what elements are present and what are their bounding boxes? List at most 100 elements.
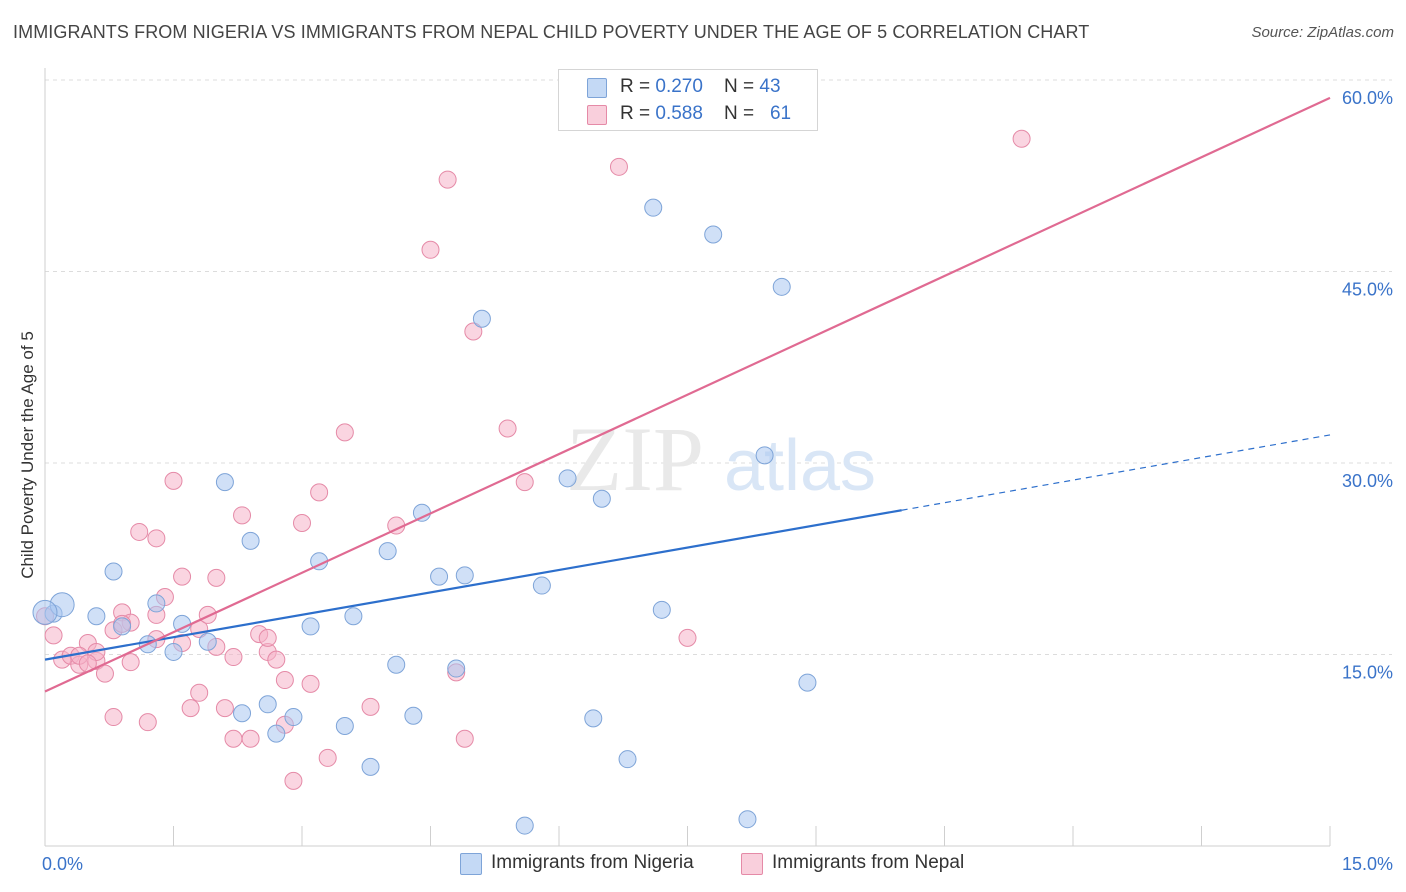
trend-line-nepal: [44, 96, 1331, 693]
data-point: [532, 576, 551, 595]
source-label: Source: ZipAtlas.com: [1251, 24, 1394, 41]
trend-extension-nigeria: [901, 434, 1331, 511]
data-point: [301, 674, 320, 693]
legend-n-label: N =: [724, 76, 760, 97]
y-tick-label: 30.0%: [1342, 471, 1393, 491]
data-point: [644, 198, 663, 217]
data-point: [241, 729, 260, 748]
data-point: [421, 240, 440, 259]
watermark: ZIP atlas: [566, 408, 876, 510]
legend-swatch-nepal: [587, 105, 607, 125]
y-tick-label: 45.0%: [1342, 280, 1393, 300]
data-point: [130, 522, 149, 541]
data-point: [275, 671, 294, 690]
data-point: [241, 531, 260, 550]
data-point: [361, 757, 380, 776]
data-point: [32, 599, 58, 625]
data-point: [215, 699, 234, 718]
data-point: [95, 664, 114, 683]
data-point: [772, 277, 791, 296]
data-point: [592, 489, 611, 508]
data-point: [310, 483, 329, 502]
data-point: [181, 699, 200, 718]
data-point: [318, 748, 337, 767]
data-point: [224, 729, 243, 748]
data-point: [447, 659, 466, 678]
stats-legend: R = 0.270 N = 43 R = 0.588 N = 61: [558, 69, 818, 131]
data-point: [215, 473, 234, 492]
data-point: [515, 473, 534, 492]
data-point: [284, 771, 303, 790]
y-tick-label: 60.0%: [1342, 88, 1393, 108]
data-points: [32, 129, 1031, 835]
legend-r-value: 0.588: [655, 103, 703, 124]
data-point: [284, 708, 303, 727]
data-point: [121, 653, 140, 672]
data-point: [164, 642, 183, 661]
legend-n-value: 61: [769, 103, 792, 124]
data-point: [198, 605, 217, 624]
series-nepal: [36, 129, 1031, 790]
data-point: [344, 607, 363, 626]
data-point: [267, 724, 286, 743]
data-point: [704, 225, 723, 244]
data-point: [233, 506, 252, 525]
data-point: [267, 650, 286, 669]
data-point: [618, 750, 637, 769]
data-point: [455, 729, 474, 748]
data-point: [164, 471, 183, 490]
data-point: [147, 529, 166, 548]
data-point: [387, 655, 406, 674]
axes: [44, 68, 1331, 847]
data-point: [472, 309, 491, 328]
data-point: [438, 170, 457, 189]
data-point: [558, 469, 577, 488]
y-tick-label: 15.0%: [1342, 663, 1393, 683]
data-point: [455, 566, 474, 585]
x-tick-label: 0.0%: [42, 854, 83, 874]
trend-lines: [44, 96, 1331, 693]
data-point: [515, 816, 534, 835]
data-point: [173, 567, 192, 586]
data-point: [798, 673, 817, 692]
tick-labels: 15.0% 30.0% 45.0% 60.0% 0.0% 15.0%: [42, 88, 1393, 874]
data-point: [498, 419, 517, 438]
data-point: [258, 695, 277, 714]
series-swatch-nigeria: [460, 853, 482, 875]
grid-lines: [45, 79, 1392, 655]
data-point: [430, 567, 449, 586]
trend-line-nigeria: [44, 509, 902, 661]
data-point: [233, 704, 252, 723]
legend-n-label: N =: [724, 103, 760, 124]
data-point: [755, 446, 774, 465]
legend-swatch-nigeria: [587, 78, 607, 98]
data-point: [584, 709, 603, 728]
data-point: [1012, 129, 1031, 148]
data-point: [301, 617, 320, 636]
series-nigeria: [32, 198, 817, 835]
data-point: [224, 648, 243, 667]
series-label-nigeria: Immigrants from Nigeria: [491, 852, 694, 873]
data-point: [361, 697, 380, 716]
data-point: [293, 514, 311, 533]
data-point: [198, 632, 217, 651]
data-point: [678, 628, 697, 647]
data-point: [207, 568, 226, 587]
data-point: [87, 607, 106, 626]
data-point: [464, 322, 483, 341]
legend-r-value: 0.270: [655, 76, 703, 97]
data-point: [378, 542, 397, 561]
data-point: [113, 617, 132, 636]
legend-r-label: R =: [620, 76, 656, 97]
x-tick-label: 15.0%: [1342, 854, 1393, 874]
data-point: [609, 157, 628, 176]
data-point: [190, 683, 209, 702]
data-point: [104, 708, 123, 727]
data-point: [138, 713, 157, 732]
legend-n-value: 43: [759, 76, 781, 97]
data-point: [412, 503, 431, 522]
data-point: [335, 423, 354, 442]
series-label-nepal: Immigrants from Nepal: [772, 852, 965, 873]
data-point: [335, 716, 354, 735]
data-point: [44, 626, 63, 645]
